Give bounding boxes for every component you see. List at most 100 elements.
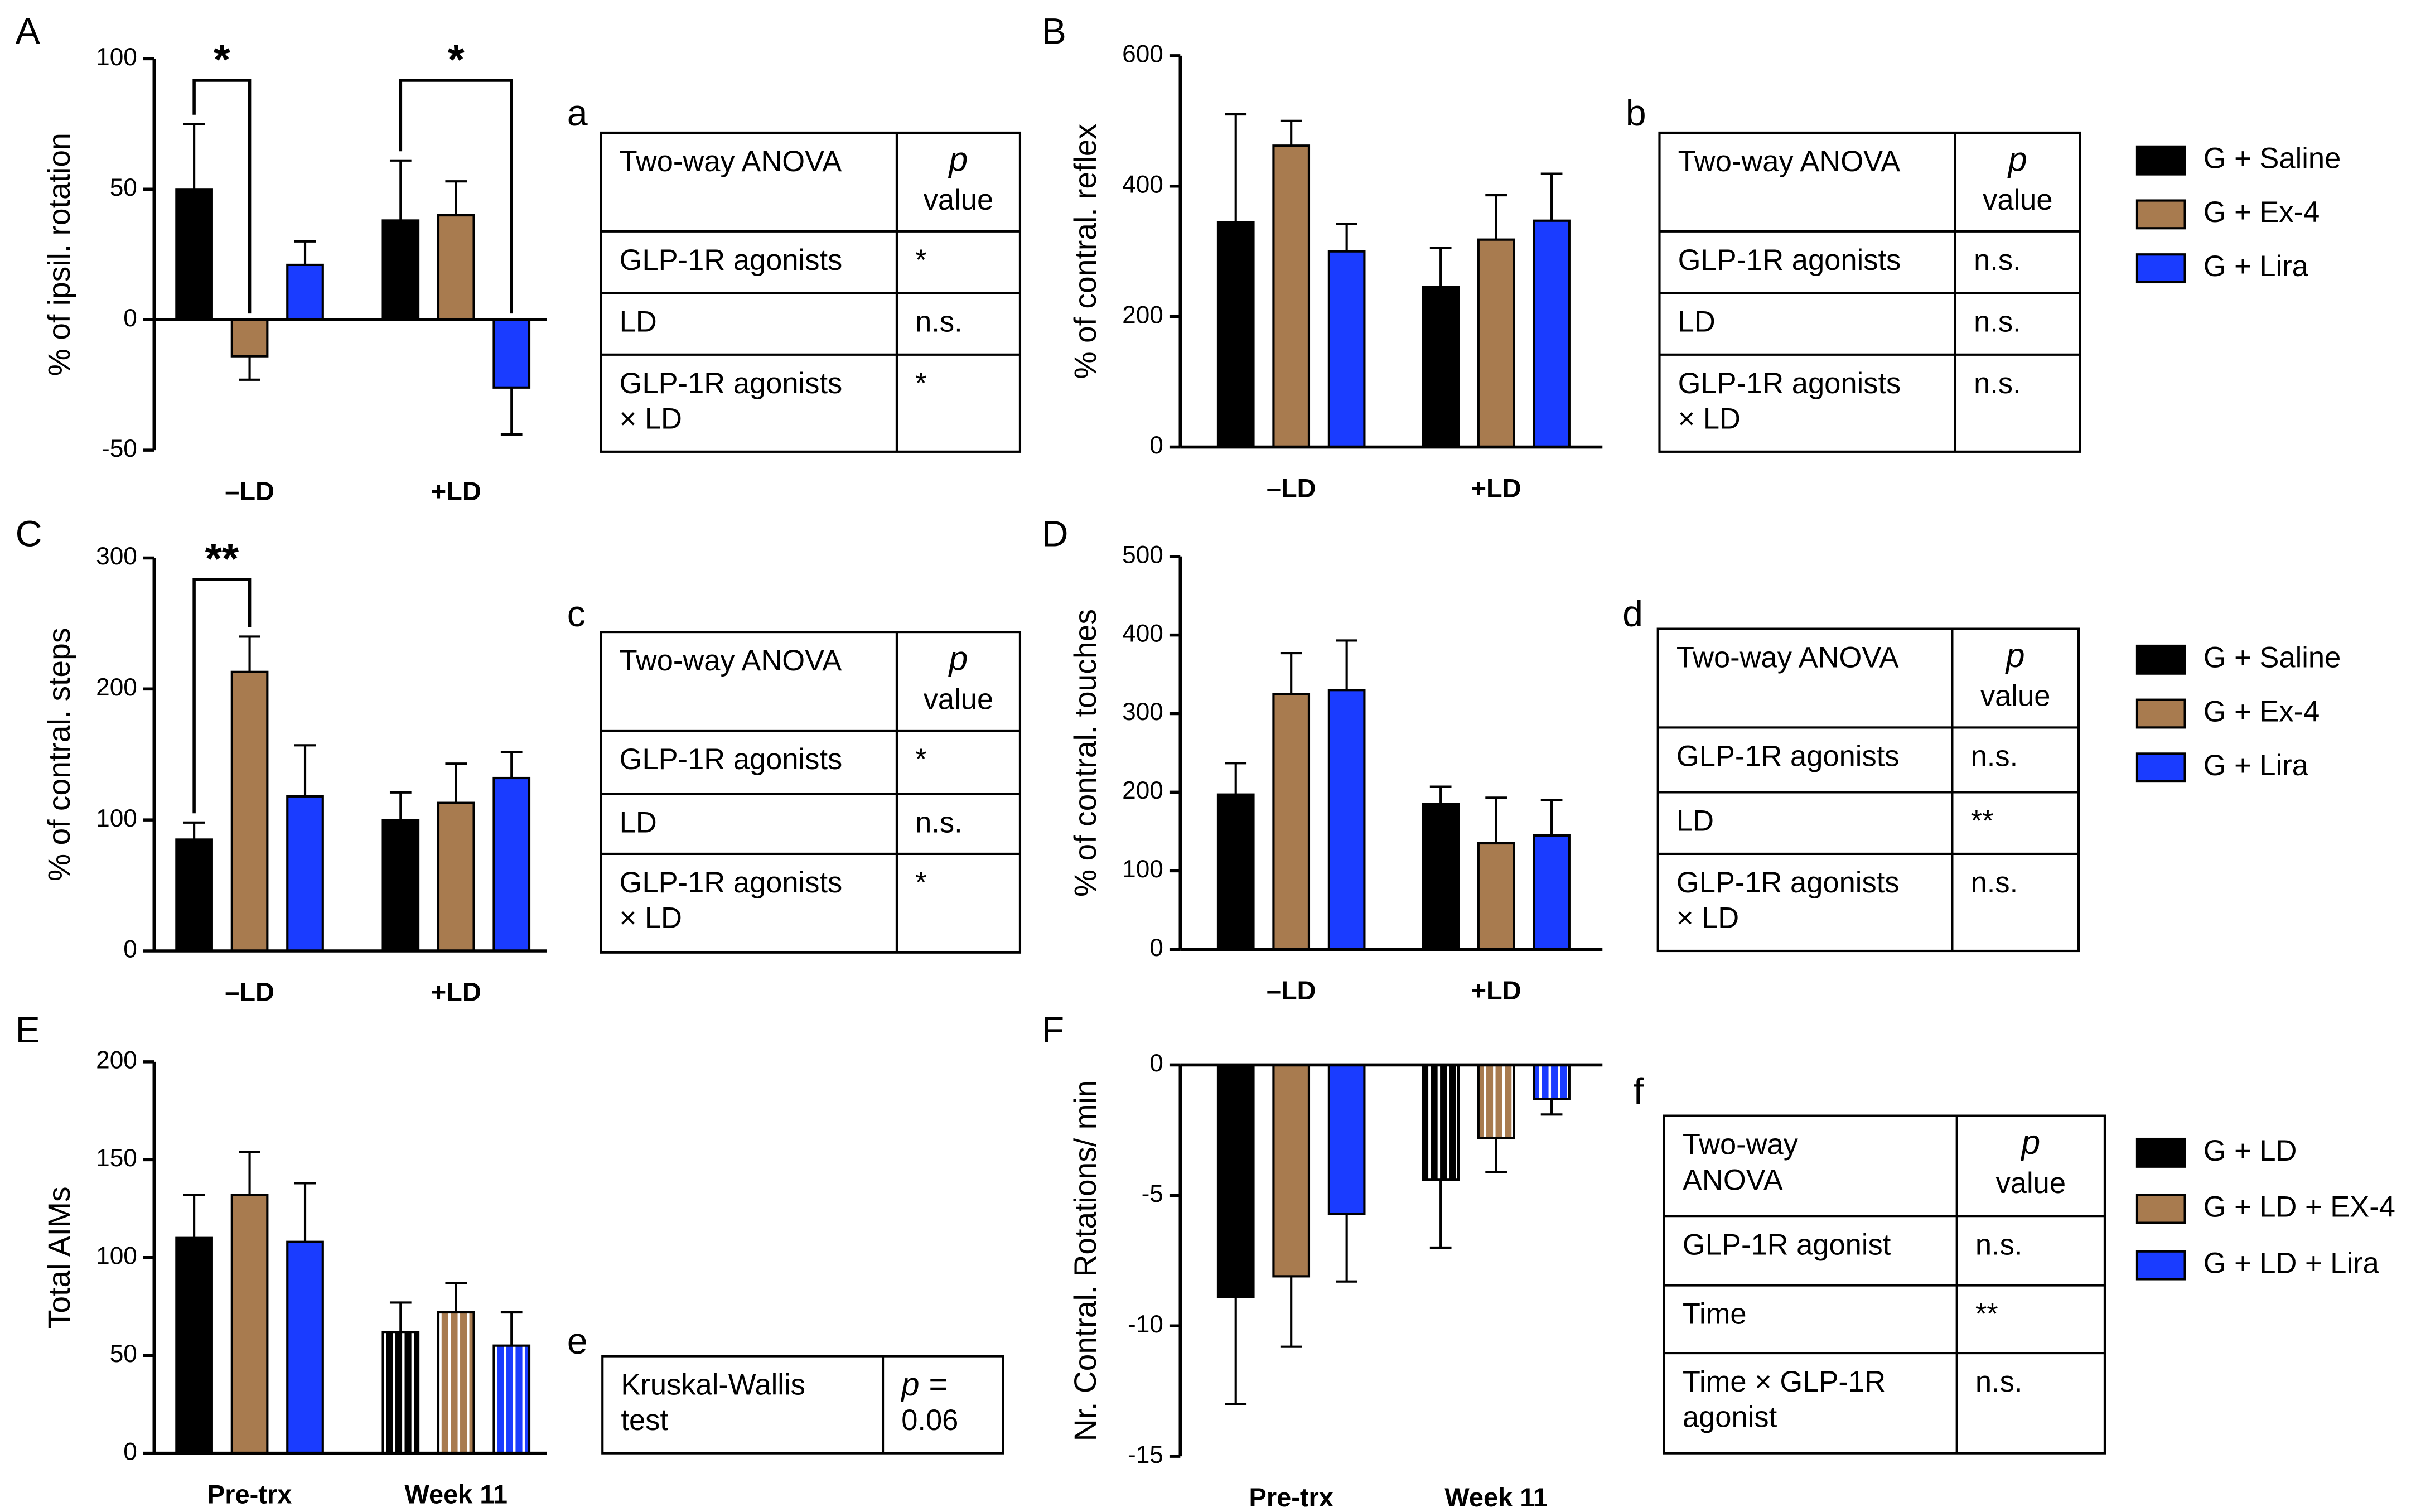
bar <box>230 318 269 358</box>
table-cell: GLP-1R agonists <box>620 743 843 776</box>
table-cell: * <box>915 367 926 400</box>
table-header-p: p <box>948 640 968 678</box>
y-tick-label: 0 <box>123 936 137 963</box>
table-cell: n.s. <box>915 806 963 839</box>
table-header-p: p <box>2005 636 2025 674</box>
table-border <box>601 1355 1004 1455</box>
table-letter: e <box>567 1321 588 1362</box>
table-cell: Time <box>1683 1298 1747 1331</box>
bar <box>437 214 475 321</box>
table-cell: GLP-1R agonists <box>1678 244 1901 277</box>
significance-bracket <box>192 578 252 814</box>
table-cell: LD <box>1678 305 1716 338</box>
table-cell: * <box>915 743 926 776</box>
table-header-unit: value <box>924 683 993 716</box>
legend-label: G + Saline <box>2204 641 2341 674</box>
error-bar <box>294 744 316 796</box>
legend-swatch <box>2135 1194 2186 1224</box>
y-tick-label: 100 <box>96 1242 137 1269</box>
y-tick-label: 0 <box>1149 432 1163 459</box>
table-cell: n.s. <box>1975 1365 2023 1398</box>
table-cell: GLP-1R agonists <box>620 244 843 277</box>
y-tick-label: 500 <box>1122 541 1163 568</box>
y-tick-label: 50 <box>110 1340 137 1368</box>
x-tick-label: –LD <box>225 977 274 1007</box>
table-cell: × LD <box>620 402 682 435</box>
y-tick-label: 400 <box>1122 171 1163 198</box>
table-cell: n.s. <box>1974 305 2021 338</box>
y-tick-label: 50 <box>110 174 137 201</box>
bar <box>1327 1064 1366 1215</box>
table-cell: GLP-1R agonists <box>620 866 843 899</box>
bar <box>1216 220 1255 448</box>
y-axis-label: Total AIMs <box>42 1186 76 1329</box>
table-cell: ANOVA <box>1683 1163 1783 1196</box>
y-tick-label: 200 <box>96 1047 137 1074</box>
error-bar <box>239 635 260 672</box>
y-tick-label: -15 <box>1128 1441 1163 1468</box>
y-tick-label: 200 <box>1122 301 1163 329</box>
bar <box>1327 689 1366 951</box>
y-axis-label: % of contral. touches <box>1068 609 1103 897</box>
bar <box>1422 286 1460 448</box>
error-bar <box>500 387 523 436</box>
bar <box>1477 238 1515 448</box>
bar <box>492 318 531 389</box>
error-bar <box>1336 639 1357 690</box>
bar <box>1216 1064 1255 1298</box>
panel-letter: A <box>16 11 41 52</box>
x-tick-label: +LD <box>431 476 481 506</box>
table-letter: c <box>567 593 586 635</box>
x-tick-label: –LD <box>225 476 274 506</box>
legend-label: G + Lira <box>2204 749 2309 782</box>
bar <box>286 795 324 953</box>
table-cell: Two-way ANOVA <box>1676 641 1899 674</box>
table-border <box>1656 627 2080 953</box>
bar <box>286 1240 324 1455</box>
table-cell: × LD <box>620 902 682 935</box>
error-bar <box>389 791 412 820</box>
panel-letter: B <box>1042 11 1066 52</box>
bar <box>1533 834 1571 951</box>
table-cell: ** <box>1971 805 1994 838</box>
y-tick-label: 200 <box>96 674 137 701</box>
legend-label: G + Lira <box>2204 250 2309 283</box>
y-tick-label: 600 <box>1122 40 1163 67</box>
table-cell: GLP-1R agonists <box>1678 367 1901 400</box>
x-tick-label: Week 11 <box>405 1479 508 1509</box>
y-tick-label: 100 <box>96 44 137 71</box>
error-bar <box>1429 1180 1452 1249</box>
bar <box>1272 1064 1311 1278</box>
x-tick-label: +LD <box>1471 473 1521 503</box>
error-bar <box>445 762 467 803</box>
error-bar <box>1280 1276 1302 1348</box>
table-cell: * <box>915 244 926 277</box>
error-bar <box>1485 194 1507 240</box>
panel-letter: F <box>1042 1009 1065 1051</box>
legend-swatch <box>2135 1137 2186 1168</box>
legend-swatch <box>2135 752 2186 783</box>
table-cell: test <box>621 1404 668 1437</box>
error-bar <box>239 1151 260 1195</box>
table-cell: LD <box>620 305 657 338</box>
significance-label: ** <box>205 535 239 583</box>
bar <box>1272 144 1311 448</box>
y-axis-label: % of contral. reflex <box>1068 124 1103 379</box>
bar <box>437 801 475 953</box>
table-header-unit: value <box>1983 183 2052 216</box>
bar <box>1477 1064 1515 1139</box>
table-letter: d <box>1622 593 1643 635</box>
error-bar <box>1540 172 1563 221</box>
y-tick-label: -5 <box>1142 1180 1163 1207</box>
table-cell: Time × GLP-1R <box>1683 1365 1886 1398</box>
table-header-p: p <box>2007 141 2027 178</box>
y-axis-label: % of contral. steps <box>42 627 76 881</box>
x-tick-label: Pre-trx <box>207 1479 292 1509</box>
x-tick-label: –LD <box>1267 473 1316 503</box>
table-border <box>600 631 1022 954</box>
table-cell: Two-way ANOVA <box>620 644 842 677</box>
table-letter: a <box>567 93 588 134</box>
table-cell: Kruskal-Wallis <box>621 1369 805 1402</box>
bar <box>1422 1064 1460 1181</box>
